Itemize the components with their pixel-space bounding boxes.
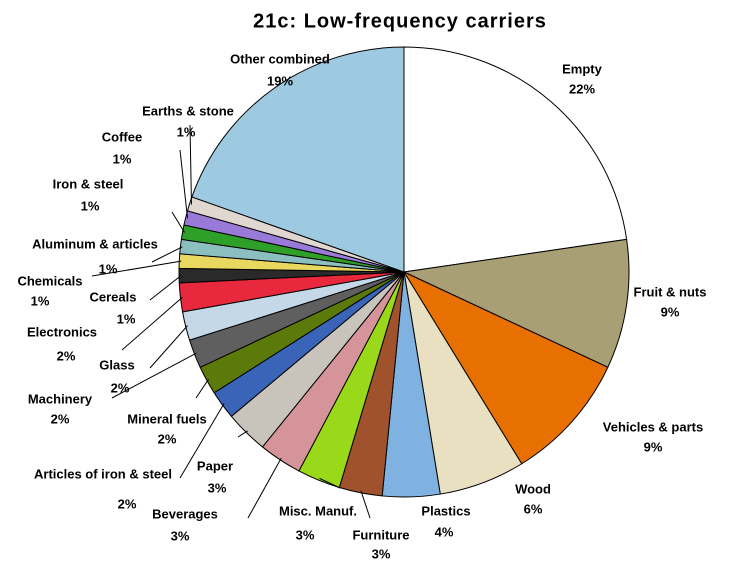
- slice-value-label: 3%: [372, 546, 391, 561]
- slice-label: Coffee: [102, 129, 142, 144]
- pie-slice: [403, 46, 628, 273]
- slice-value-label: 6%: [524, 501, 543, 516]
- slice-value-label: 2%: [51, 411, 70, 426]
- slice-label: Vehicles & parts: [603, 419, 703, 434]
- slice-label: Wood: [515, 481, 551, 496]
- leader-line: [149, 275, 182, 301]
- slice-label: Fruit & nuts: [634, 284, 707, 299]
- slice-label: Paper: [197, 458, 233, 473]
- slice-label: Mineral fuels: [127, 411, 206, 426]
- leader-line: [189, 124, 192, 205]
- slice-label: Aluminum & articles: [32, 236, 158, 251]
- slice-label: Chemicals: [17, 273, 82, 288]
- slice-value-label: 2%: [57, 348, 76, 363]
- leader-line: [111, 352, 197, 399]
- slice-value-label: 2%: [158, 431, 177, 446]
- leader-line: [149, 325, 188, 369]
- slice-label: Glass: [99, 357, 134, 372]
- slice-value-label: 1%: [31, 293, 50, 308]
- slice-value-label: 1%: [117, 311, 136, 326]
- pie-slice: [191, 46, 405, 273]
- slice-value-label: 2%: [118, 496, 137, 511]
- leader-line: [237, 430, 248, 438]
- slice-value-label: 1%: [99, 261, 118, 276]
- leader-line: [171, 211, 185, 233]
- slice-label: Plastics: [421, 503, 470, 518]
- slice-label: Iron & steel: [53, 176, 124, 191]
- leader-line: [247, 457, 282, 519]
- slice-label: Misc. Manuf.: [279, 503, 357, 518]
- slice-value-label: 2%: [111, 380, 130, 395]
- slice-value-label: 9%: [644, 439, 663, 454]
- leader-line: [360, 490, 371, 519]
- slice-label: Earths & stone: [142, 103, 234, 118]
- slice-label: Beverages: [152, 506, 218, 521]
- chart-title: 21c: Low-frequency carriers: [253, 10, 547, 32]
- slice-value-label: 22%: [569, 81, 595, 96]
- slice-label: Furniture: [352, 527, 409, 542]
- slice-value-label: 9%: [661, 304, 680, 319]
- slice-label: Machinery: [28, 391, 93, 406]
- slice-value-label: 19%: [267, 73, 293, 88]
- slice-value-label: 1%: [177, 124, 196, 139]
- slice-value-label: 3%: [296, 527, 315, 542]
- slice-label: Other combined: [230, 51, 330, 66]
- leader-line: [179, 149, 189, 219]
- slice-label: Electronics: [27, 324, 97, 339]
- slice-value-label: 1%: [113, 151, 132, 166]
- slice-value-label: 1%: [81, 198, 100, 213]
- leader-line: [195, 379, 209, 399]
- slice-value-label: 3%: [208, 480, 227, 495]
- slice-label: Empty: [562, 61, 603, 76]
- pie-slice: [402, 270, 609, 465]
- slice-value-label: 3%: [171, 528, 190, 543]
- leader-line: [179, 403, 225, 479]
- leader-line: [91, 260, 182, 277]
- leader-line: [151, 246, 183, 263]
- slice-label: Articles of iron & steel: [34, 466, 172, 481]
- slice-label: Cereals: [90, 289, 137, 304]
- slice-value-label: 4%: [435, 524, 454, 539]
- pie-slice: [402, 238, 630, 368]
- leader-line: [319, 477, 341, 489]
- leader-line: [121, 296, 183, 351]
